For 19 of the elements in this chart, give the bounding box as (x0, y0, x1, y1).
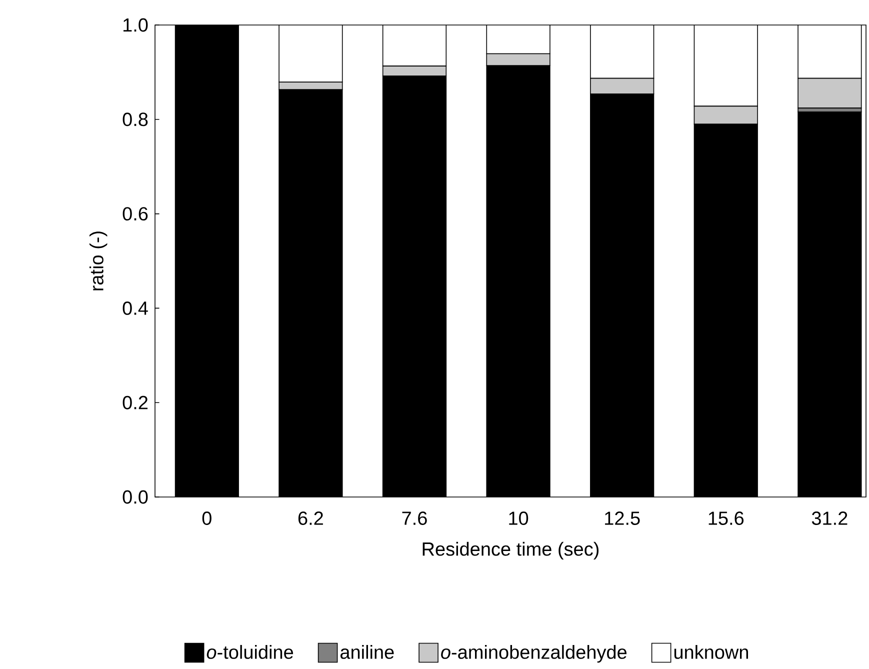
x-axis-title: Residence time (sec) (422, 542, 599, 560)
x-tick-label: 12.5 (605, 512, 640, 525)
y-axis-title: ratio (-) (89, 232, 108, 290)
x-tick-label: 0 (202, 512, 212, 525)
x-tick-label: 7.6 (402, 512, 427, 525)
legend-label: aniline (340, 644, 394, 659)
legend-label: o-aminobenzaldehyde (441, 644, 627, 663)
y-tick-label: 0.4 (122, 301, 148, 315)
y-tick-label: 0.0 (122, 490, 148, 504)
y-tick-label: 0.6 (122, 207, 148, 221)
legend-label: unknown (674, 644, 748, 659)
x-tick-label: 15.6 (708, 512, 744, 525)
x-tick-label: 31.2 (812, 512, 848, 525)
y-tick-label: 1.0 (124, 18, 148, 32)
y-tick-label: 0.8 (122, 112, 148, 126)
legend-label: o-toluidine (206, 644, 294, 659)
x-tick-label: 10 (509, 512, 528, 525)
x-tick-label: 6.2 (298, 512, 323, 525)
y-tick-label: 0.2 (122, 396, 148, 410)
